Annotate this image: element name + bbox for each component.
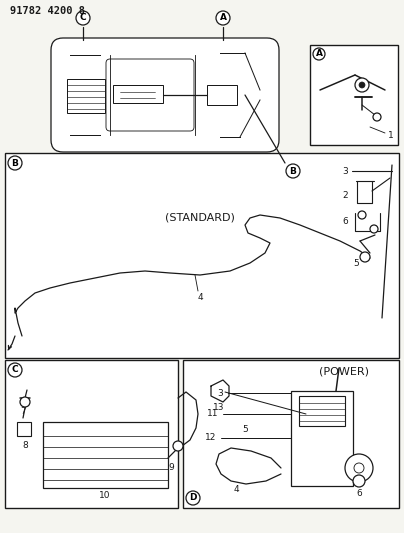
Text: 4: 4 [197,293,203,302]
Circle shape [216,11,230,25]
Bar [113,85,163,103]
Text: 4: 4 [233,486,239,495]
Text: 6: 6 [342,216,348,225]
Text: 1: 1 [388,131,394,140]
Text: 11: 11 [206,409,218,418]
Bar [43,422,168,488]
Bar [5,360,178,508]
Bar [5,153,399,358]
Circle shape [345,454,373,482]
Circle shape [8,363,22,377]
Text: 9: 9 [168,464,174,472]
Text: 91782 4200 8: 91782 4200 8 [10,6,85,16]
Text: A: A [219,13,227,22]
Circle shape [355,78,369,92]
Text: C: C [12,366,18,375]
Text: 3: 3 [217,389,223,398]
Text: 2: 2 [342,190,348,199]
Bar [310,45,398,145]
Circle shape [353,475,365,487]
Text: 8: 8 [22,440,28,449]
Text: D: D [189,494,197,503]
Text: B: B [290,166,297,175]
Text: 3: 3 [342,166,348,175]
Text: 5: 5 [353,259,359,268]
Bar [291,391,353,486]
Circle shape [286,164,300,178]
Bar [207,85,237,105]
Bar [67,79,105,113]
Text: 13: 13 [213,403,225,413]
Circle shape [313,48,325,60]
Text: 5: 5 [242,424,248,433]
Text: 12: 12 [204,433,216,442]
Circle shape [20,397,30,407]
Circle shape [359,82,365,88]
Circle shape [358,211,366,219]
Text: 10: 10 [99,491,111,500]
Text: (STANDARD): (STANDARD) [165,213,235,223]
FancyBboxPatch shape [51,38,279,152]
Text: 6: 6 [356,489,362,497]
Circle shape [186,491,200,505]
Circle shape [8,156,22,170]
Text: 7: 7 [20,408,26,416]
Text: (POWER): (POWER) [319,367,369,377]
Bar [17,422,31,436]
Circle shape [373,113,381,121]
Text: B: B [12,158,19,167]
Circle shape [360,252,370,262]
Circle shape [76,11,90,25]
Text: A: A [316,50,322,59]
Circle shape [173,441,183,451]
Circle shape [370,225,378,233]
Text: C: C [80,13,86,22]
Bar [299,396,345,426]
Bar [183,360,399,508]
